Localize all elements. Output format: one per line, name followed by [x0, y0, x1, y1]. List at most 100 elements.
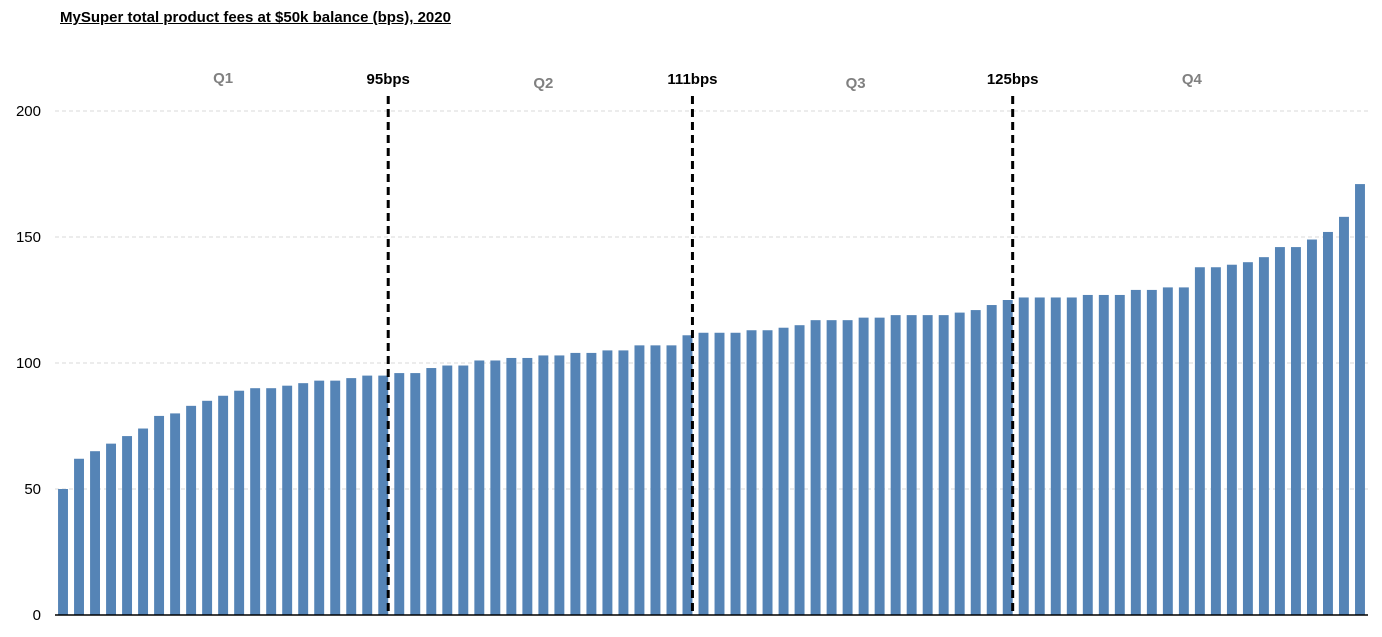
bar	[1355, 184, 1365, 615]
bar	[394, 373, 405, 615]
bar	[826, 320, 837, 615]
bar	[362, 375, 373, 615]
bar	[874, 317, 885, 615]
bar	[1306, 239, 1317, 615]
bar	[1258, 257, 1269, 615]
bar	[506, 357, 517, 615]
bar	[1290, 247, 1301, 615]
bar	[490, 360, 501, 615]
bar	[410, 373, 421, 615]
quartile-divider-label: 111bps	[667, 71, 717, 88]
y-tick-label: 150	[16, 229, 41, 246]
bar	[346, 378, 357, 615]
bar	[90, 451, 100, 615]
bar	[586, 352, 597, 615]
bar	[1274, 247, 1285, 615]
bar	[1210, 267, 1221, 615]
bar	[890, 315, 901, 615]
bar	[266, 388, 277, 615]
bar	[666, 345, 677, 615]
bar	[682, 335, 693, 615]
quartile-divider-label: 95bps	[367, 71, 410, 88]
bar	[522, 357, 533, 615]
quartile-markers: 95bps 111bps 125bps	[367, 71, 1039, 615]
y-tick-label: 50	[24, 481, 41, 498]
bars	[58, 184, 1365, 615]
bar	[794, 325, 805, 615]
axis: 0 50 100 150 200	[16, 103, 1368, 624]
bar	[730, 332, 741, 615]
bar	[58, 489, 68, 615]
bar	[250, 388, 261, 615]
bar	[1339, 216, 1349, 615]
bar	[1114, 294, 1125, 615]
bar	[330, 380, 341, 615]
bar	[762, 330, 773, 615]
bar	[1050, 297, 1061, 615]
bar	[842, 320, 853, 615]
bar	[986, 305, 997, 615]
bar	[298, 383, 309, 615]
bar	[426, 368, 437, 615]
bar	[474, 360, 485, 615]
bar	[1242, 262, 1253, 615]
bar	[554, 355, 565, 615]
bar	[458, 365, 469, 615]
bar	[314, 380, 325, 615]
bar	[922, 315, 933, 615]
y-tick-label: 100	[16, 355, 41, 372]
bar	[1018, 297, 1029, 615]
bar	[1034, 297, 1045, 615]
bar	[602, 350, 613, 615]
bar	[1066, 297, 1077, 615]
quartile-label: Q2	[533, 75, 553, 92]
bar	[810, 320, 821, 615]
bar	[154, 415, 165, 615]
bar	[570, 352, 581, 615]
bar	[138, 428, 149, 615]
bar	[122, 436, 133, 615]
bar	[1130, 289, 1141, 615]
bar	[1082, 294, 1093, 615]
bar	[74, 458, 84, 615]
bar	[538, 355, 549, 615]
bar	[714, 332, 725, 615]
quartile-labels: Q1 Q2 Q3 Q4	[213, 70, 1202, 92]
bar	[378, 375, 389, 615]
bar	[970, 310, 981, 615]
quartile-label: Q4	[1182, 71, 1203, 88]
bar	[698, 332, 709, 615]
bar	[218, 395, 229, 615]
bar	[954, 312, 965, 615]
bar	[170, 413, 181, 615]
bar	[778, 327, 789, 615]
bar	[858, 317, 869, 615]
bar	[202, 400, 213, 615]
bar	[1178, 287, 1189, 615]
bar	[938, 315, 949, 615]
bar	[746, 330, 757, 615]
quartile-label: Q3	[846, 75, 866, 92]
bar	[1194, 267, 1205, 615]
bar	[906, 315, 917, 615]
bar	[1323, 231, 1333, 615]
quartile-divider-label: 125bps	[987, 71, 1039, 88]
y-tick-label: 0	[33, 607, 41, 624]
bar	[1162, 287, 1173, 615]
bar	[1146, 289, 1157, 615]
bar	[1002, 300, 1013, 615]
y-tick-label: 200	[16, 103, 41, 120]
bar	[186, 405, 197, 615]
quartile-label: Q1	[213, 70, 233, 87]
bar	[650, 345, 661, 615]
bar	[282, 385, 293, 615]
bar	[634, 345, 645, 615]
bar	[1226, 264, 1237, 615]
bar	[106, 443, 117, 615]
bar	[234, 390, 245, 615]
bar	[618, 350, 629, 615]
chart-title: MySuper total product fees at $50k balan…	[60, 9, 451, 26]
bar	[1098, 294, 1109, 615]
bar	[442, 365, 453, 615]
